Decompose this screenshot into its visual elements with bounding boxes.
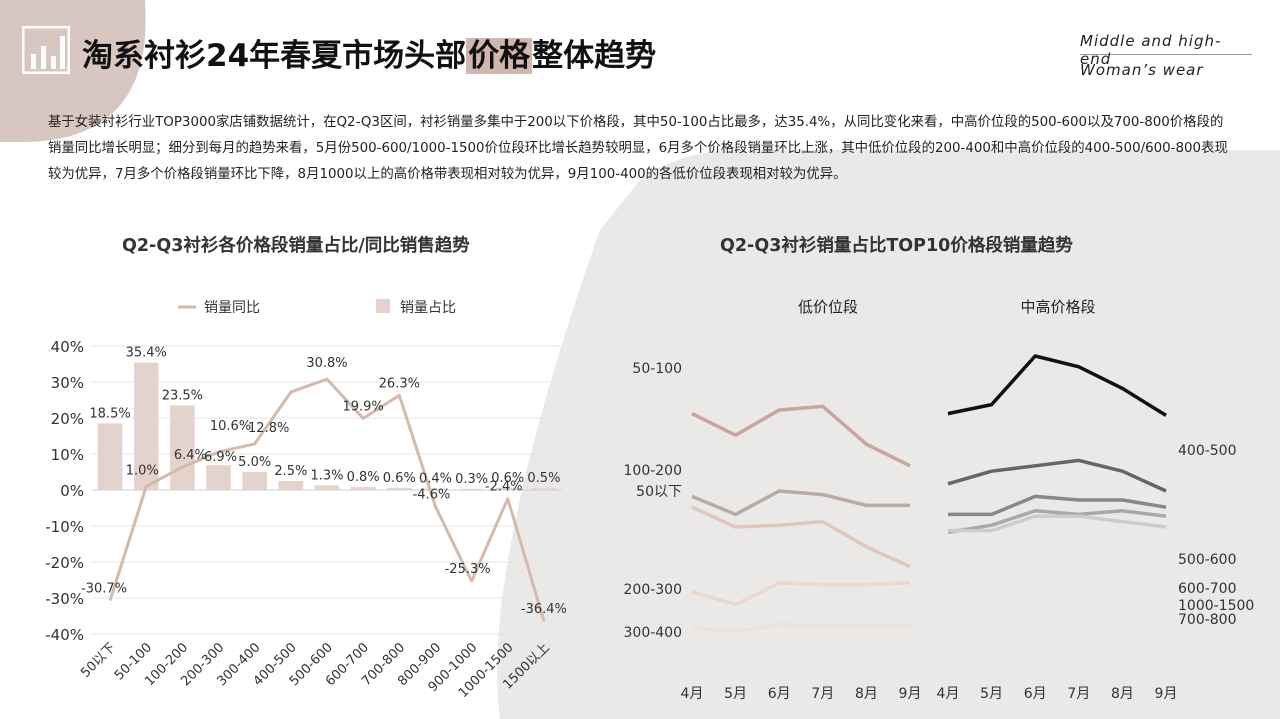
- left-chart-title: Q2-Q3衬衫各价格段销量占比/同比销售趋势: [122, 236, 470, 256]
- line-data-label: 6.4%: [174, 448, 207, 463]
- series-label: 100-200: [624, 463, 683, 479]
- series-label: 200-300: [624, 582, 683, 598]
- line-data-label: -30.7%: [81, 582, 127, 597]
- panel-background: [497, 150, 1280, 719]
- bar-share: [495, 487, 521, 490]
- bar-share: [97, 423, 123, 490]
- y-tick-label: 30%: [51, 374, 84, 392]
- bar-share: [242, 472, 267, 490]
- y-tick-label: 0%: [60, 482, 84, 500]
- bar-data-label: 0.8%: [347, 470, 380, 485]
- x-tick-label: 9月: [1155, 686, 1178, 702]
- line-data-label: 26.3%: [379, 376, 420, 391]
- series-line: [947, 354, 1167, 417]
- x-tick-label: 5月: [724, 686, 747, 702]
- line-data-label: -2.4%: [485, 480, 523, 495]
- series-label: 400-500: [1178, 443, 1237, 459]
- legend-label-yoy: 销量同比: [204, 300, 260, 316]
- series-line: [691, 505, 911, 569]
- line-data-label: -4.6%: [413, 488, 451, 503]
- y-tick-label: -20%: [45, 554, 84, 572]
- x-tick-label: 6月: [1024, 686, 1047, 702]
- series-label: 500-600: [1178, 552, 1237, 568]
- y-tick-label: -40%: [45, 626, 84, 644]
- bar-share: [531, 488, 557, 490]
- line-data-label: -36.4%: [521, 602, 567, 617]
- legend-label-share: 销量占比: [400, 300, 456, 316]
- bar-data-label: 23.5%: [162, 388, 203, 403]
- series-line: [691, 622, 910, 634]
- series-label: 1000-1500: [1178, 598, 1254, 614]
- bar-data-label: 5.0%: [238, 455, 271, 470]
- bar-share: [423, 488, 448, 490]
- yoy-share-chart: 销量同比 销量占比 -40% -30% -20% -10% 0% 10% 20% 30% 40% 18…: [45, 299, 567, 701]
- line-data-label: 12.8%: [248, 421, 289, 436]
- series-line: [691, 404, 911, 468]
- y-tick-label: 10%: [51, 446, 84, 464]
- series-label: 600-700: [1178, 581, 1237, 597]
- bar-data-label: 35.4%: [126, 346, 167, 361]
- x-tick-label: 4月: [937, 686, 960, 702]
- x-tick-label: 6月: [768, 686, 791, 702]
- bar-share: [387, 487, 412, 490]
- series-line: [947, 509, 1167, 535]
- series-label: 50-100: [632, 361, 682, 377]
- y-tick-label: -30%: [45, 590, 84, 608]
- x-tick-label: 5月: [980, 686, 1003, 702]
- x-tick-label: 7月: [811, 686, 834, 702]
- x-tick-label: 9月: [899, 686, 922, 702]
- series-label: 300-400: [624, 625, 683, 641]
- top10-trend-chart: 低价位段 4月 5月 6月 7月 8月 9月 中高价格段 4月 5月 6月 7月 8月 9月 50-100 1…: [624, 298, 1255, 702]
- line-yoy: [108, 377, 546, 622]
- legend-bar-swatch: [376, 299, 390, 313]
- series-line: [691, 489, 910, 517]
- brand-line-1: Middle and high-end: [1080, 32, 1252, 68]
- brand-line-2: Woman’s wear: [1080, 61, 1204, 79]
- line-data-label: 10.6%: [210, 419, 251, 434]
- x-tick-label: 8月: [1111, 686, 1134, 702]
- line-data-label: 19.9%: [342, 399, 383, 414]
- description-text: 基于女装衬衫行业TOP3000家店铺数据统计，在Q2-Q3区间，衬衫销量多集中于…: [48, 115, 1228, 182]
- bar-data-label: 6.9%: [204, 450, 237, 465]
- brand-tag: Middle and high-end Woman’s wear: [1080, 32, 1252, 79]
- series-line: [948, 494, 1167, 517]
- bar-data-label: 0.5%: [527, 471, 560, 486]
- series-label: 50以下: [636, 484, 682, 500]
- x-tick-label: 8月: [855, 686, 878, 702]
- bar-share: [314, 485, 340, 490]
- line-data-label: 1.0%: [126, 463, 159, 478]
- x-tick-label: 7月: [1067, 686, 1090, 702]
- bar-data-label: 18.5%: [89, 406, 130, 421]
- bar-chart-icon: [22, 26, 70, 74]
- bar-data-label: 0.3%: [455, 472, 488, 487]
- bar-data-label: 0.6%: [383, 471, 416, 486]
- bar-data-label: 0.6%: [491, 471, 524, 486]
- series-line: [948, 514, 1167, 533]
- page-title: 淘系衬衫24年春夏市场头部价格整体趋势: [82, 38, 657, 74]
- series-label: 700-800: [1178, 612, 1237, 628]
- x-tick-label: 4月: [681, 686, 704, 702]
- right-chart-title: Q2-Q3衬衫销量占比TOP10价格段销量趋势: [720, 236, 1073, 256]
- bar-data-label: 1.3%: [310, 468, 343, 483]
- bar-share: [133, 362, 159, 490]
- title-highlight: 价格: [466, 38, 533, 74]
- bar-share: [206, 465, 231, 490]
- panel-title: 中高价格段: [1020, 298, 1095, 316]
- line-data-label: 30.8%: [306, 356, 347, 371]
- panel-title: 低价位段: [798, 298, 858, 316]
- series-line: [691, 581, 911, 607]
- bar-share: [170, 405, 195, 490]
- bar-data-label: 2.5%: [274, 464, 307, 479]
- bar-share: [350, 487, 376, 490]
- bar-share: [278, 481, 304, 490]
- y-tick-label: -10%: [45, 518, 84, 536]
- y-tick-label: 20%: [51, 410, 84, 428]
- bar-share: [459, 488, 484, 490]
- bar-data-label: 0.4%: [419, 472, 452, 487]
- y-tick-label: 40%: [51, 338, 84, 356]
- series-line: [947, 458, 1167, 493]
- line-data-label: -25.3%: [445, 562, 491, 577]
- corner-accent: [0, 0, 146, 142]
